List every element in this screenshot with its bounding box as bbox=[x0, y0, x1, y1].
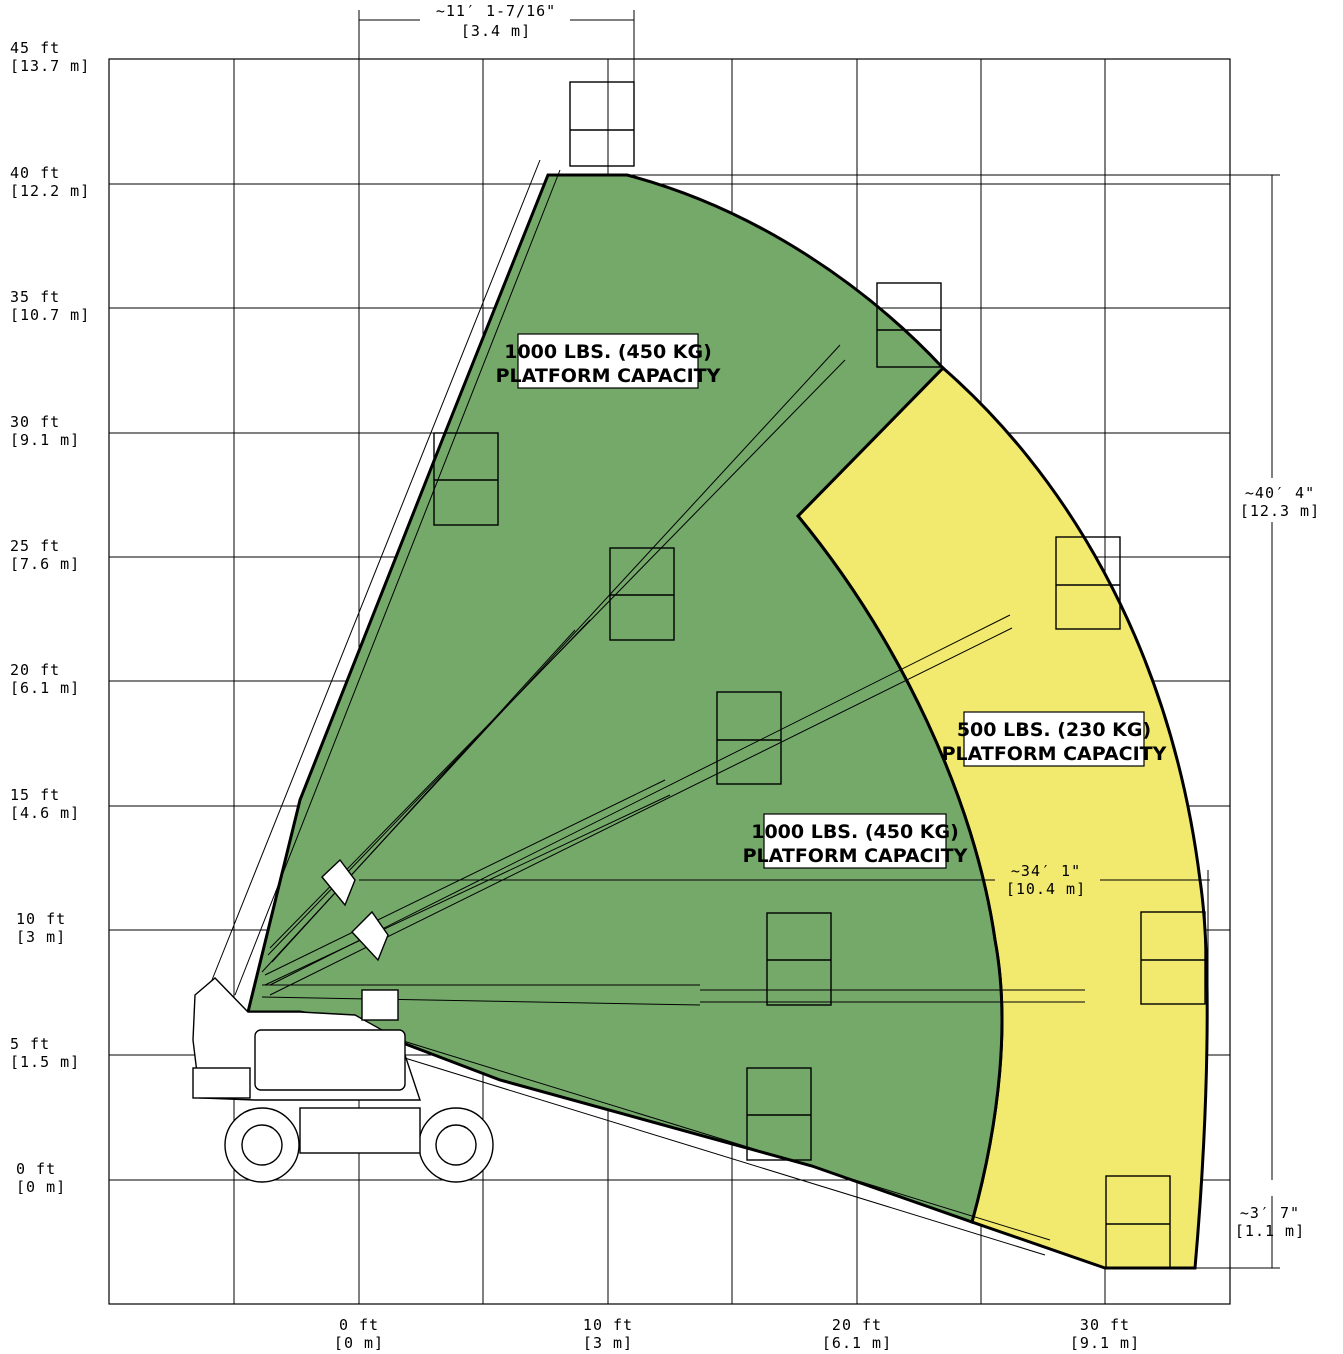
top-offset-m: [3.4 m] bbox=[461, 22, 531, 40]
x-tick-ft: 10 ft bbox=[583, 1316, 633, 1334]
y-tick-ft: 5 ft bbox=[10, 1035, 50, 1053]
y-tick-m: [7.6 m] bbox=[10, 555, 80, 573]
capacity-label-lower: 1000 LBS. (450 KG) PLATFORM CAPACITY bbox=[743, 813, 968, 869]
y-tick-m: [10.7 m] bbox=[10, 306, 90, 324]
machine-chassis bbox=[192, 977, 494, 1183]
y-tick-ft: 15 ft bbox=[10, 786, 60, 804]
x-tick-ft: 30 ft bbox=[1080, 1316, 1130, 1334]
x-tick-m: [3 m] bbox=[583, 1334, 633, 1352]
x-tick-m: [0 m] bbox=[334, 1334, 384, 1352]
boom-positions bbox=[209, 159, 1085, 1256]
capacity-caption: PLATFORM CAPACITY bbox=[942, 743, 1167, 765]
y-tick-ft: 40 ft bbox=[10, 164, 60, 182]
capacity-label-upper: 1000 LBS. (450 KG) PLATFORM CAPACITY bbox=[496, 333, 721, 389]
y-tick-ft: 35 ft bbox=[10, 288, 60, 306]
below-grade-ft: ~3′ 7" bbox=[1240, 1204, 1300, 1222]
platform-baskets bbox=[433, 81, 1206, 1269]
y-tick-m: [13.7 m] bbox=[10, 57, 90, 75]
height-span-ft: ~40′ 4" bbox=[1245, 484, 1315, 502]
x-axis-labels: 0 ft [0 m] 10 ft [3 m] 20 ft [6.1 m] 30 … bbox=[334, 1316, 1140, 1352]
horizontal-reach-ft: ~34′ 1" bbox=[1011, 862, 1081, 880]
capacity-weight: 1000 LBS. (450 KG) bbox=[504, 341, 712, 363]
envelope-outline bbox=[247, 174, 549, 1013]
top-offset-ft: ~11′ 1-7/16" bbox=[436, 2, 556, 20]
dimension-lines bbox=[358, 10, 1280, 1269]
y-tick-m: [12.2 m] bbox=[10, 182, 90, 200]
x-tick-m: [6.1 m] bbox=[822, 1334, 892, 1352]
capacity-weight: 500 LBS. (230 KG) bbox=[957, 719, 1151, 741]
y-tick-ft: 0 ft bbox=[16, 1160, 56, 1178]
y-tick-ft: 20 ft bbox=[10, 661, 60, 679]
x-tick-m: [9.1 m] bbox=[1070, 1334, 1140, 1352]
height-span-m: [12.3 m] bbox=[1240, 502, 1320, 520]
x-tick-ft: 0 ft bbox=[339, 1316, 379, 1334]
horizontal-reach-m: [10.4 m] bbox=[1006, 880, 1086, 898]
y-tick-ft: 10 ft bbox=[16, 910, 66, 928]
y-tick-m: [9.1 m] bbox=[10, 431, 80, 449]
y-tick-m: [3 m] bbox=[16, 928, 66, 946]
capacity-weight: 1000 LBS. (450 KG) bbox=[751, 821, 959, 843]
capacity-caption: PLATFORM CAPACITY bbox=[743, 845, 968, 867]
capacity-label-reduced: 500 LBS. (230 KG) PLATFORM CAPACITY bbox=[942, 711, 1167, 767]
y-tick-ft: 45 ft bbox=[10, 39, 60, 57]
dimension-labels: ~11′ 1-7/16" [3.4 m] ~40′ 4" [12.3 m] ~3… bbox=[420, 2, 1320, 1240]
y-tick-ft: 30 ft bbox=[10, 413, 60, 431]
y-tick-ft: 25 ft bbox=[10, 537, 60, 555]
y-tick-m: [4.6 m] bbox=[10, 804, 80, 822]
y-tick-m: [0 m] bbox=[16, 1178, 66, 1196]
below-grade-m: [1.1 m] bbox=[1235, 1222, 1305, 1240]
capacity-caption: PLATFORM CAPACITY bbox=[496, 365, 721, 387]
y-tick-m: [6.1 m] bbox=[10, 679, 80, 697]
y-axis-labels: 45 ft [13.7 m] 40 ft [12.2 m] 35 ft [10.… bbox=[10, 39, 90, 1196]
x-tick-ft: 20 ft bbox=[832, 1316, 882, 1334]
y-tick-m: [1.5 m] bbox=[10, 1053, 80, 1071]
